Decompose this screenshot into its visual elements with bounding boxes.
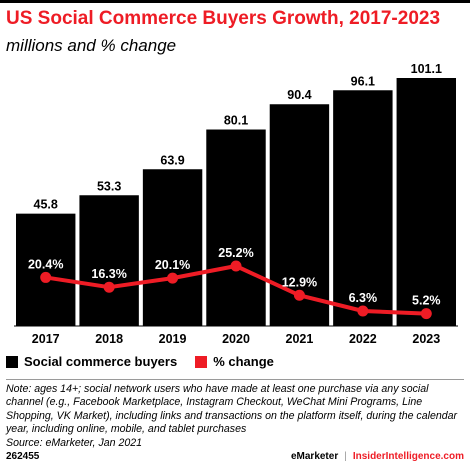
legend-item-buyers: Social commerce buyers <box>6 354 177 369</box>
bar-2020 <box>206 129 266 326</box>
legend-label-buyers: Social commerce buyers <box>24 354 178 369</box>
percent-change-point-2019 <box>167 272 179 284</box>
x-tick-label-2019: 2019 <box>159 332 187 346</box>
percent-change-point-2017 <box>40 271 52 283</box>
percent-change-point-2020 <box>230 260 242 272</box>
x-tick-label-2018: 2018 <box>95 332 123 346</box>
bar-2022 <box>333 90 393 327</box>
brand-emarketer: eMarketer <box>290 451 339 462</box>
bar-value-label-2018: 53.3 <box>97 179 121 193</box>
chart-subtitle: millions and % change <box>6 36 177 55</box>
percent-change-label-2017: 20.4% <box>28 257 63 271</box>
bar-2017 <box>16 213 76 326</box>
x-tick-label-2017: 2017 <box>32 332 60 346</box>
legend: Social commerce buyers % change <box>6 354 292 369</box>
bar-2018 <box>79 195 139 326</box>
percent-change-label-2021: 12.9% <box>282 275 317 289</box>
legend-swatch-buyers <box>6 355 18 368</box>
percent-change-point-2023 <box>420 308 432 320</box>
percent-change-label-2018: 16.3% <box>91 267 126 281</box>
percent-change-label-2019: 20.1% <box>155 258 190 272</box>
bar-2023 <box>396 78 456 326</box>
x-tick-label-2023: 2023 <box>412 332 440 346</box>
footer: 262455 eMarketer | InsiderIntelligence.com <box>6 451 464 467</box>
chart-area: 45.8 53.3 63.9 80.1 90.4 96.1 101.1 2017 2018 201… <box>14 62 458 346</box>
chart-title: US Social Commerce Buyers Growth, 2017-2… <box>6 8 441 29</box>
bar-value-label-2017: 45.8 <box>34 198 58 212</box>
x-tick-label-2020: 2020 <box>222 332 250 346</box>
footnote: Note: ages 14+; social network users who… <box>6 383 466 450</box>
legend-swatch-change <box>195 355 208 368</box>
x-tick-label-2022: 2022 <box>349 332 377 346</box>
divider <box>6 379 464 380</box>
bar-value-label-2019: 63.9 <box>160 153 184 167</box>
footer-separator: | <box>344 451 347 462</box>
percent-change-label-2023: 5.2% <box>412 294 441 308</box>
bar-value-label-2022: 96.1 <box>351 74 375 88</box>
percent-change-point-2022 <box>357 305 369 317</box>
x-tick-label-2021: 2021 <box>286 332 314 346</box>
bar-2021 <box>269 104 330 326</box>
percent-change-point-2021 <box>293 289 305 301</box>
source-text: Source: eMarketer, Jan 2021 <box>6 436 143 449</box>
legend-item-change: % change <box>195 354 274 369</box>
note-text: Note: ages 14+; social network users who… <box>6 383 458 436</box>
percent-change-label-2022: 6.3% <box>349 291 378 305</box>
footer-brands: eMarketer | InsiderIntelligence.com <box>291 451 464 462</box>
bar-value-label-2023: 101.1 <box>411 62 442 76</box>
legend-label-change: % change <box>213 354 274 369</box>
percent-change-label-2020: 25.2% <box>218 246 253 260</box>
brand-insider-intelligence: InsiderIntelligence.com <box>352 451 464 462</box>
bar-2019 <box>142 169 203 326</box>
chart-id: 262455 <box>6 451 40 462</box>
bar-value-label-2020: 80.1 <box>224 114 248 128</box>
top-rule <box>0 0 470 3</box>
percent-change-point-2018 <box>103 281 115 293</box>
bar-value-label-2021: 90.4 <box>287 88 311 102</box>
